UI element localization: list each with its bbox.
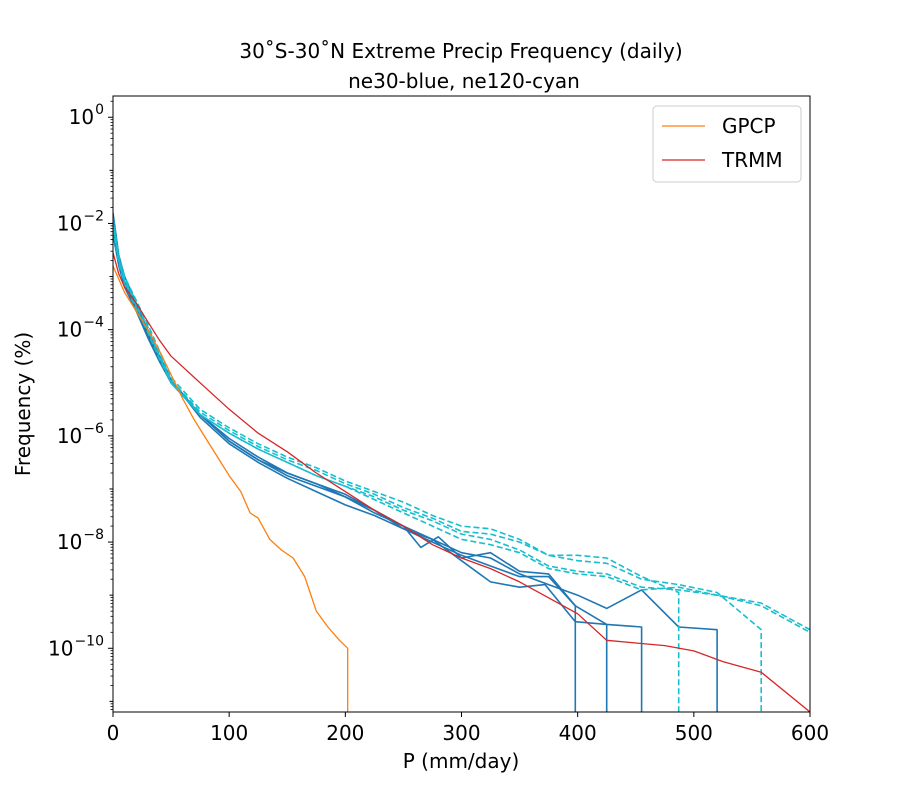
y-tick-exponent: 0 (95, 102, 104, 118)
x-tick-label: 600 (791, 721, 829, 745)
series-line-ne30-run-2 (113, 223, 608, 712)
series-line-ne120-run-2 (113, 220, 762, 712)
x-tick-label: 500 (675, 721, 713, 745)
series-line-ne120-run-1 (113, 217, 680, 712)
x-axis-label: P (mm/day) (403, 749, 520, 773)
series-line-trmm (113, 252, 810, 712)
y-tick-label: 10 (57, 424, 82, 448)
series-layer (113, 212, 810, 712)
series-line-ne30-run-3 (113, 228, 643, 712)
y-tick-label: 10 (57, 211, 82, 235)
series-line-ne120-run-4 (113, 228, 810, 634)
x-tick-label: 300 (442, 721, 480, 745)
y-tick-exponent: −8 (83, 527, 104, 543)
y-axis-label: Frequency (%) (11, 332, 35, 476)
x-tick-label: 100 (210, 721, 248, 745)
y-tick-label: 10 (69, 105, 94, 129)
series-line-ne30-run-4 (113, 233, 718, 712)
series-line-gpcp (113, 265, 349, 712)
legend: GPCP TRMM (652, 105, 802, 183)
legend-label-trmm: TRMM (721, 148, 783, 172)
y-tick-exponent: −4 (83, 315, 104, 331)
x-tick-label: 0 (107, 721, 120, 745)
legend-label-gpcp: GPCP (722, 114, 776, 138)
series-line-ne30-run-1 (113, 212, 577, 712)
x-tick-label: 400 (559, 721, 597, 745)
y-tick-exponent: −6 (83, 421, 104, 437)
y-tick-label: 10 (48, 636, 73, 660)
y-tick-label: 10 (57, 530, 82, 554)
x-axis-ticks: 0 100 200 300 400 500 600 (107, 712, 829, 745)
plot-frame (112, 95, 811, 713)
chart-subtitle: ne30-blue, ne120-cyan (348, 69, 580, 93)
y-tick-exponent: −2 (83, 208, 104, 224)
series-line-ne120-run-3 (113, 223, 810, 631)
y-tick-label: 10 (57, 318, 82, 342)
y-tick-exponent: −10 (74, 633, 104, 649)
x-tick-label: 200 (326, 721, 364, 745)
chart-title: 30˚S-30˚N Extreme Precip Frequency (dail… (239, 39, 682, 63)
legend-box (652, 105, 802, 183)
